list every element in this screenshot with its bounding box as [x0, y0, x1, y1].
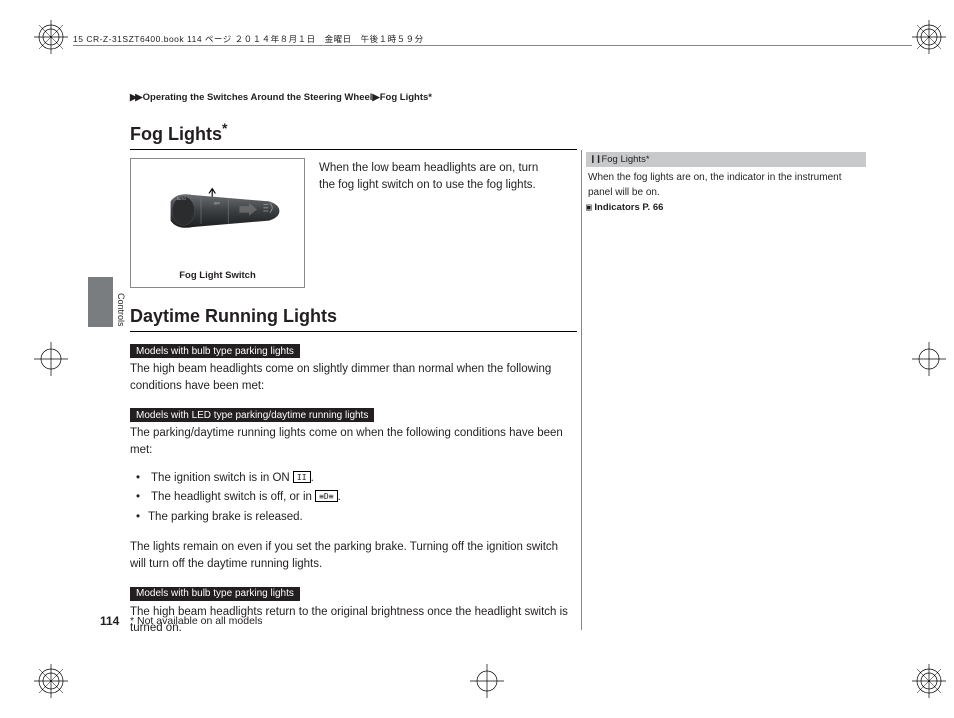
condition-headlight: The headlight switch is off, or in ≡D≡. — [136, 488, 577, 508]
headlight-position-icon: ≡D≡ — [315, 490, 337, 502]
crop-mark-icon — [912, 20, 946, 54]
sidebox-head-text: Fog Lights — [601, 154, 645, 165]
sidebox-ref-icon: ▣ — [586, 202, 592, 213]
sidebox-body-text: When the fog lights are on, the indicato… — [586, 167, 866, 200]
cond1-text-a: The ignition switch is in ON — [151, 472, 293, 484]
side-tab — [88, 277, 113, 327]
drl-paragraph-1: The high beam headlights come on slightl… — [130, 361, 577, 394]
fog-title-text: Fog Lights — [130, 124, 222, 144]
side-tab-label: Controls — [116, 293, 126, 327]
condition-ignition: The ignition switch is in ON II. — [136, 469, 577, 489]
sidebox-reference: ▣ Indicators P. 66 — [586, 202, 866, 213]
breadcrumb: ▶▶Operating the Switches Around the Stee… — [130, 92, 432, 103]
crop-mark-icon — [34, 342, 68, 376]
fog-switch-caption: Fog Light Switch — [131, 270, 304, 281]
breadcrumb-asterisk: * — [428, 92, 432, 103]
fog-lights-sidebox: ❙❙Fog Lights* When the fog lights are on… — [586, 152, 866, 213]
breadcrumb-path: Operating the Switches Around the Steeri… — [143, 92, 373, 103]
sidebox-head-asterisk: * — [646, 154, 650, 165]
drl-conditions-list: The ignition switch is in ON II. The hea… — [136, 469, 577, 528]
sidebox-ref-page: P. 66 — [642, 202, 663, 213]
svg-text:AUTO: AUTO — [177, 197, 186, 201]
footnote: * Not available on all models — [130, 615, 263, 627]
fog-description: When the low beam headlights are on, tur… — [319, 158, 554, 288]
header-file-info: 15 CR-Z-31SZT6400.book 114 ページ ２０１４年８月１日… — [73, 33, 424, 45]
sidebox-header: ❙❙Fog Lights* — [586, 152, 866, 167]
sidebox-ref-label: Indicators — [594, 202, 639, 213]
column-divider — [581, 150, 582, 630]
page-number: 114 — [100, 614, 119, 628]
crop-mark-icon — [34, 664, 68, 698]
drl-paragraph-3: The lights remain on even if you set the… — [130, 539, 577, 572]
header-rule — [73, 45, 912, 46]
crop-mark-icon — [34, 20, 68, 54]
model-tag-bulb-1: Models with bulb type parking lights — [130, 344, 300, 358]
fog-switch-figure: AUTO OFF Fog Light Switch — [130, 158, 305, 288]
condition-parking-brake: The parking brake is released. — [136, 508, 577, 528]
cond1-text-b: . — [311, 472, 314, 484]
breadcrumb-leaf: Fog Lights — [380, 92, 429, 103]
cond2-text-b: . — [338, 491, 341, 503]
drl-paragraph-2: The parking/daytime running lights come … — [130, 425, 577, 458]
drl-title: Daytime Running Lights — [130, 306, 577, 332]
model-tag-bulb-2: Models with bulb type parking lights — [130, 587, 300, 601]
model-tag-led: Models with LED type parking/daytime run… — [130, 408, 374, 422]
svg-text:OFF: OFF — [214, 202, 220, 206]
crop-mark-icon — [912, 664, 946, 698]
cond2-text-a: The headlight switch is off, or in — [151, 491, 315, 503]
sidebox-head-icon: ❙❙ — [590, 154, 601, 165]
ignition-on-icon: II — [293, 471, 311, 483]
crop-mark-icon — [912, 342, 946, 376]
fog-lights-title: Fog Lights* — [130, 120, 577, 150]
breadcrumb-sep-icon: ▶ — [372, 92, 377, 103]
fog-switch-illustration: AUTO OFF — [155, 187, 295, 235]
breadcrumb-arrow-icon: ▶▶ — [130, 92, 141, 103]
fog-title-asterisk: * — [222, 120, 227, 136]
crop-mark-icon — [470, 664, 504, 698]
